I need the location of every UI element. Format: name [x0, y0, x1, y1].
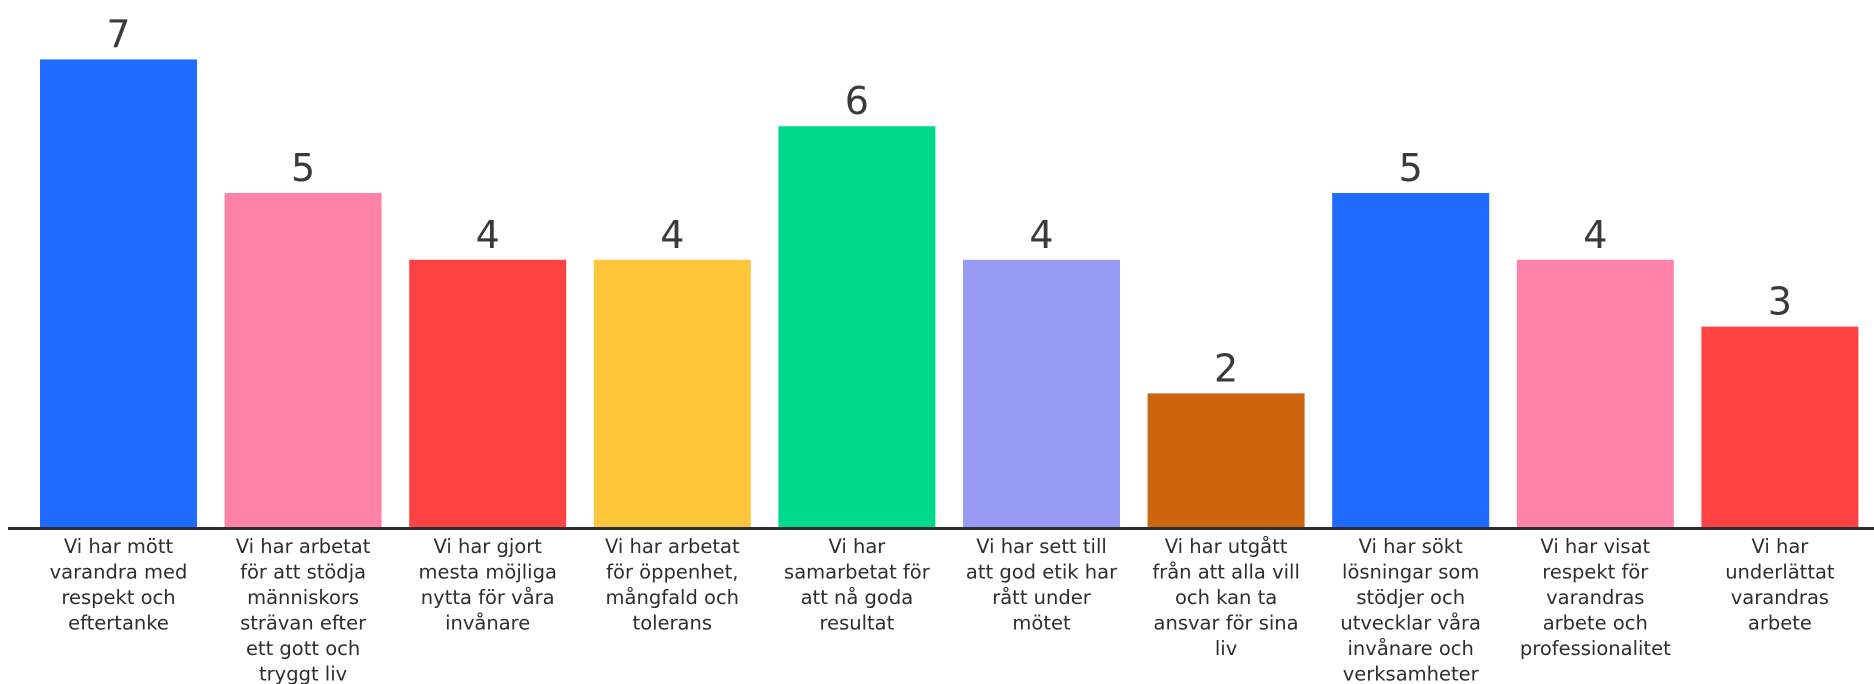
category-label-line: verksamheter	[1343, 663, 1480, 684]
category-label-line: invånare och	[1348, 637, 1474, 660]
category-label-2: Vi har arbetat för att stödja människors st…	[236, 535, 371, 684]
category-label-line: mötet	[1012, 612, 1071, 635]
category-label-line: ett gott och	[246, 637, 360, 660]
category-label-line: underlättat	[1725, 561, 1835, 584]
category-label-line: Vi har visat	[1540, 535, 1650, 558]
value-labels-group: 7 5 4 4 6 4 2 5 4 3	[106, 12, 1792, 390]
category-label-1: Vi har mött varandra med respekt och eftert…	[50, 535, 188, 635]
category-label-line: arbete och	[1543, 612, 1648, 635]
value-label-8: 5	[1399, 146, 1423, 190]
bar-9	[1516, 259, 1674, 527]
category-label-line: och kan ta	[1175, 586, 1277, 609]
bar-1	[40, 59, 197, 528]
value-label-2: 5	[291, 146, 315, 190]
category-label-line: lösningar som	[1342, 561, 1479, 584]
bar-7	[1147, 393, 1305, 527]
category-label-5: Vi har samarbetat för att nå goda resultat	[784, 535, 931, 635]
value-label-3: 4	[476, 213, 500, 257]
value-label-10: 3	[1768, 280, 1792, 324]
category-label-3: Vi har gjort mesta möjliga nytta för våra i…	[418, 535, 556, 635]
category-label-line: varandras	[1546, 586, 1644, 609]
bar-10	[1701, 326, 1859, 527]
category-label-line: eftertanke	[68, 612, 169, 635]
category-label-line: från att alla vill	[1152, 561, 1300, 584]
category-label-line: att god etik har	[966, 561, 1118, 584]
bar-2	[224, 193, 382, 527]
value-label-4: 4	[660, 213, 684, 257]
category-label-line: för att stödja	[240, 561, 366, 584]
category-label-line: Vi har arbetat	[605, 535, 740, 558]
category-label-line: varandra med	[50, 561, 188, 584]
category-label-4: Vi har arbetat för öppenhet, mångfald och t…	[605, 535, 740, 635]
category-label-line: ansvar för sina	[1154, 612, 1299, 635]
category-label-line: respekt för	[1542, 561, 1649, 584]
value-label-5: 6	[845, 79, 869, 123]
bar-4	[593, 259, 751, 527]
category-label-line: stödjer och	[1356, 586, 1465, 609]
category-label-line: liv	[1215, 637, 1237, 660]
category-label-line: Vi har	[828, 535, 886, 558]
category-label-line: arbete	[1748, 612, 1812, 635]
category-label-line: varandras	[1731, 586, 1829, 609]
bar-8	[1332, 193, 1490, 527]
category-label-7: Vi har utgått från att alla vill och kan t…	[1152, 535, 1300, 660]
category-label-line: invånare	[445, 612, 530, 635]
category-label-line: Vi har mött	[64, 535, 174, 558]
category-label-line: tryggt liv	[259, 663, 347, 684]
category-label-8: Vi har sökt lösningar som stödjer och utvec…	[1340, 535, 1481, 684]
category-label-line: nytta för våra	[421, 586, 555, 609]
category-label-line: Vi har arbetat	[236, 535, 371, 558]
category-label-line: Vi har sett till	[976, 535, 1107, 558]
category-label-line: rått under	[992, 586, 1092, 609]
category-label-line: människors	[247, 586, 359, 609]
category-label-line: utvecklar våra	[1340, 612, 1481, 635]
category-label-line: för öppenhet,	[606, 561, 738, 584]
category-labels-group: Vi har mött varandra med respekt och eftert…	[50, 535, 1835, 684]
bar-5	[778, 126, 936, 527]
category-label-line: att nå goda	[801, 586, 914, 609]
bars-group	[40, 59, 1859, 528]
category-label-line: mångfald och	[606, 586, 740, 609]
bar-6	[963, 259, 1120, 527]
category-label-line: Vi har utgått	[1165, 535, 1288, 558]
category-label-line: strävan efter	[240, 612, 367, 635]
category-label-line: resultat	[820, 612, 895, 635]
category-label-line: respekt och	[61, 586, 175, 609]
value-label-7: 2	[1214, 346, 1238, 390]
category-label-line: mesta möjliga	[418, 561, 556, 584]
bar-3	[409, 259, 567, 527]
value-label-6: 4	[1029, 213, 1053, 257]
category-label-line: tolerans	[633, 612, 712, 635]
category-label-9: Vi har visat respekt för varandras arbete o…	[1520, 535, 1671, 660]
category-label-6: Vi har sett till att god etik har rått und…	[966, 535, 1118, 635]
category-label-line: Vi har sökt	[1359, 535, 1463, 558]
category-label-line: Vi har gjort	[433, 535, 542, 558]
category-label-10: Vi har underlättat varandras arbete	[1725, 535, 1835, 635]
value-label-9: 4	[1583, 213, 1607, 257]
category-label-line: samarbetat för	[784, 561, 931, 584]
category-label-line: Vi har	[1751, 535, 1809, 558]
category-label-line: professionalitet	[1520, 637, 1671, 660]
value-label-1: 7	[106, 12, 130, 56]
